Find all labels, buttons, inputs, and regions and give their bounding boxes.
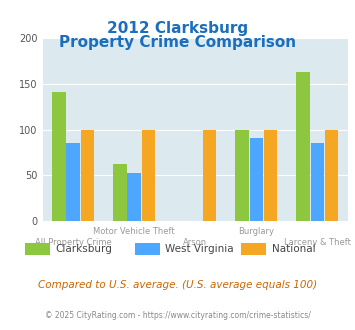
Bar <box>142 129 155 221</box>
Bar <box>203 129 216 221</box>
Text: Clarksburg: Clarksburg <box>55 244 112 254</box>
Text: 2012 Clarksburg: 2012 Clarksburg <box>107 21 248 36</box>
Text: Compared to U.S. average. (U.S. average equals 100): Compared to U.S. average. (U.S. average … <box>38 280 317 290</box>
Bar <box>296 72 310 221</box>
Bar <box>81 129 94 221</box>
Text: Motor Vehicle Theft: Motor Vehicle Theft <box>93 227 175 236</box>
Bar <box>113 164 127 221</box>
Text: Arson: Arson <box>183 238 207 247</box>
Bar <box>250 138 263 221</box>
Bar <box>264 129 277 221</box>
Bar <box>311 143 324 221</box>
Text: Property Crime Comparison: Property Crime Comparison <box>59 35 296 50</box>
Bar <box>66 143 80 221</box>
Text: West Virginia: West Virginia <box>165 244 234 254</box>
Text: All Property Crime: All Property Crime <box>35 238 111 247</box>
Text: Larceny & Theft: Larceny & Theft <box>284 238 351 247</box>
Text: © 2025 CityRating.com - https://www.cityrating.com/crime-statistics/: © 2025 CityRating.com - https://www.city… <box>45 311 310 320</box>
Bar <box>325 129 338 221</box>
Bar <box>127 174 141 221</box>
Text: Burglary: Burglary <box>238 227 274 236</box>
Bar <box>52 92 66 221</box>
Bar <box>235 129 249 221</box>
Text: National: National <box>272 244 315 254</box>
